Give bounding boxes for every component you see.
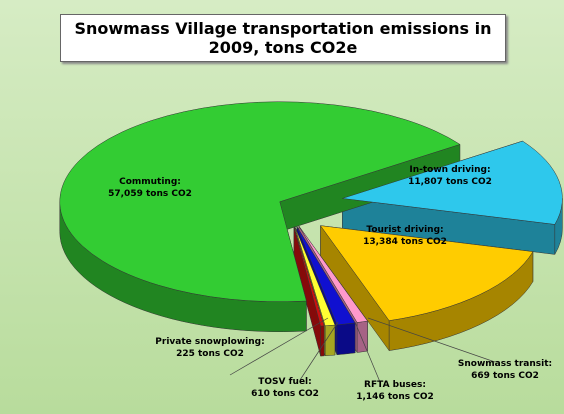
slice-category: In-town driving: (409, 165, 490, 175)
leader-line (367, 317, 496, 363)
slice (59, 101, 461, 302)
slice (298, 225, 368, 323)
slice (293, 226, 325, 327)
slice-value-label: 225 tons CO2 (176, 349, 244, 359)
slice (294, 226, 336, 327)
slice-value-label: 11,807 tons CO2 (408, 177, 492, 187)
leader-line (299, 321, 339, 381)
slice-category: TOSV fuel: (258, 377, 311, 387)
slice-value-label: 610 tons CO2 (251, 389, 319, 399)
chart-title: Snowmass Village transportation emission… (60, 14, 506, 62)
slice (342, 140, 563, 225)
slice-category: Commuting: (119, 177, 181, 187)
slice-category: RFTA buses: (364, 380, 426, 390)
slice-value-label: 1,146 tons CO2 (356, 392, 434, 402)
leader-line (229, 317, 329, 376)
tops (59, 101, 563, 327)
slice-value-label: 57,059 tons CO2 (108, 189, 192, 199)
slice-side (336, 322, 356, 356)
leader-line (354, 321, 381, 383)
slice-category: Tourist driving: (366, 225, 443, 235)
slice-category: Snowmass transit: (458, 359, 552, 369)
slice (319, 225, 534, 321)
slice-side (320, 325, 325, 357)
slice-value-label: 669 tons CO2 (471, 371, 539, 381)
slice-category: Private snowplowing: (155, 337, 264, 347)
slice-value-label: 13,384 tons CO2 (363, 237, 447, 247)
slice-side (324, 324, 336, 357)
